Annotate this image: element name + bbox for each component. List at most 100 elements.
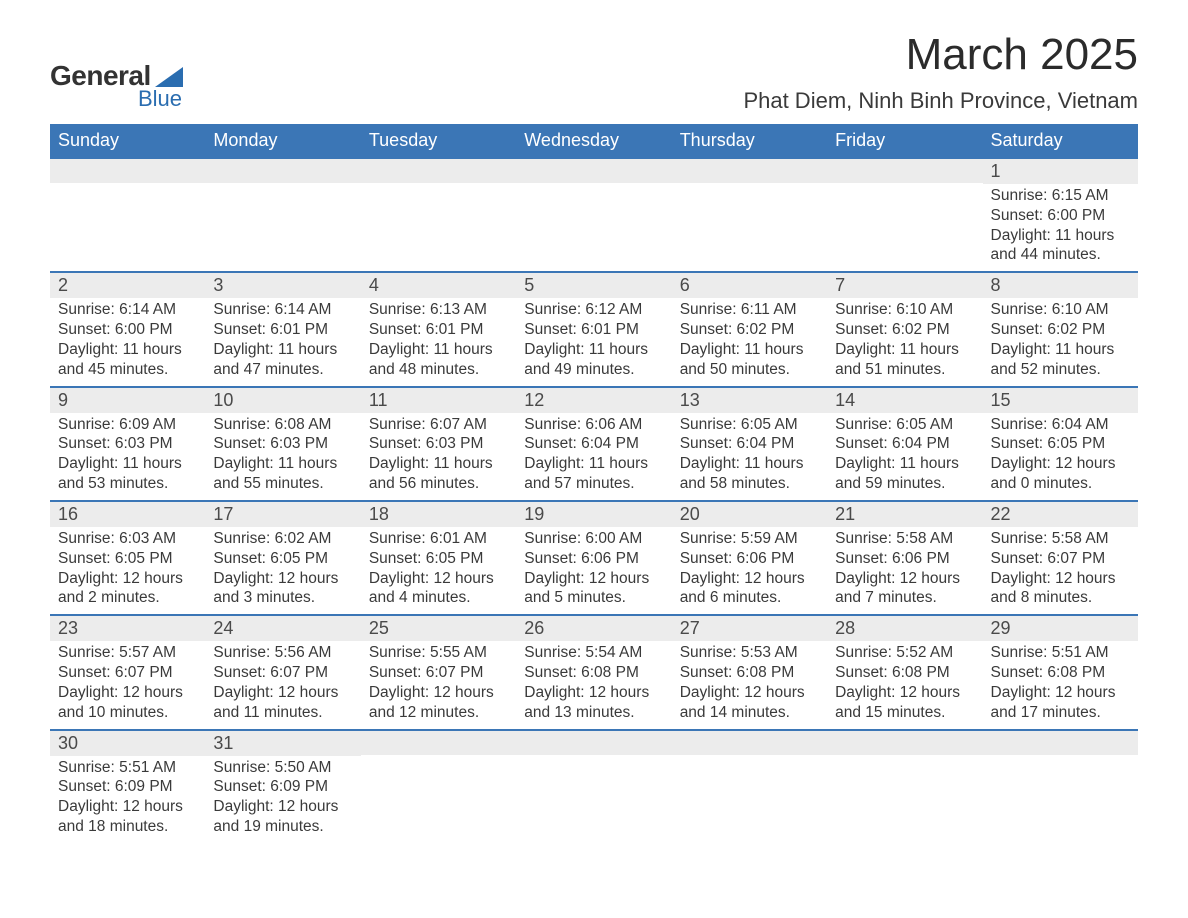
- sunset-text: Sunset: 6:04 PM: [524, 434, 663, 454]
- sunset-text: Sunset: 6:00 PM: [991, 206, 1130, 226]
- calendar-cell: 22Sunrise: 5:58 AMSunset: 6:07 PMDayligh…: [983, 501, 1138, 615]
- calendar-cell: [672, 730, 827, 843]
- calendar-cell: 20Sunrise: 5:59 AMSunset: 6:06 PMDayligh…: [672, 501, 827, 615]
- sunrise-text: Sunrise: 5:56 AM: [213, 643, 352, 663]
- daylight-text: Daylight: 12 hours and 10 minutes.: [58, 683, 197, 723]
- calendar-cell: 2Sunrise: 6:14 AMSunset: 6:00 PMDaylight…: [50, 272, 205, 386]
- calendar-cell: 5Sunrise: 6:12 AMSunset: 6:01 PMDaylight…: [516, 272, 671, 386]
- sunrise-text: Sunrise: 6:10 AM: [835, 300, 974, 320]
- calendar-cell: [516, 158, 671, 272]
- sunset-text: Sunset: 6:01 PM: [369, 320, 508, 340]
- day-number: 18: [361, 502, 516, 527]
- day-details: [361, 755, 516, 825]
- daylight-text: Daylight: 11 hours and 53 minutes.: [58, 454, 197, 494]
- daylight-text: Daylight: 11 hours and 59 minutes.: [835, 454, 974, 494]
- calendar-cell: 23Sunrise: 5:57 AMSunset: 6:07 PMDayligh…: [50, 615, 205, 729]
- sunset-text: Sunset: 6:08 PM: [991, 663, 1130, 683]
- day-number: 21: [827, 502, 982, 527]
- day-number: 4: [361, 273, 516, 298]
- daylight-text: Daylight: 11 hours and 55 minutes.: [213, 454, 352, 494]
- daylight-text: Daylight: 11 hours and 45 minutes.: [58, 340, 197, 380]
- day-number: [205, 159, 360, 183]
- daylight-text: Daylight: 11 hours and 48 minutes.: [369, 340, 508, 380]
- day-details: Sunrise: 6:12 AMSunset: 6:01 PMDaylight:…: [516, 298, 671, 385]
- daylight-text: Daylight: 11 hours and 51 minutes.: [835, 340, 974, 380]
- daylight-text: Daylight: 12 hours and 18 minutes.: [58, 797, 197, 837]
- sunrise-text: Sunrise: 6:07 AM: [369, 415, 508, 435]
- sunrise-text: Sunrise: 6:00 AM: [524, 529, 663, 549]
- calendar-cell: 10Sunrise: 6:08 AMSunset: 6:03 PMDayligh…: [205, 387, 360, 501]
- day-details: Sunrise: 6:10 AMSunset: 6:02 PMDaylight:…: [983, 298, 1138, 385]
- daylight-text: Daylight: 12 hours and 14 minutes.: [680, 683, 819, 723]
- sunset-text: Sunset: 6:08 PM: [524, 663, 663, 683]
- sunrise-text: Sunrise: 5:51 AM: [58, 758, 197, 778]
- sunset-text: Sunset: 6:06 PM: [680, 549, 819, 569]
- day-details: Sunrise: 5:58 AMSunset: 6:07 PMDaylight:…: [983, 527, 1138, 614]
- day-number: 30: [50, 731, 205, 756]
- day-number: [516, 731, 671, 755]
- sunset-text: Sunset: 6:01 PM: [524, 320, 663, 340]
- sunset-text: Sunset: 6:05 PM: [58, 549, 197, 569]
- daylight-text: Daylight: 12 hours and 2 minutes.: [58, 569, 197, 609]
- day-number: [50, 159, 205, 183]
- daylight-text: Daylight: 12 hours and 3 minutes.: [213, 569, 352, 609]
- calendar-cell: 26Sunrise: 5:54 AMSunset: 6:08 PMDayligh…: [516, 615, 671, 729]
- calendar-cell: 9Sunrise: 6:09 AMSunset: 6:03 PMDaylight…: [50, 387, 205, 501]
- sunset-text: Sunset: 6:03 PM: [369, 434, 508, 454]
- day-details: Sunrise: 5:54 AMSunset: 6:08 PMDaylight:…: [516, 641, 671, 728]
- day-number: [983, 731, 1138, 755]
- daylight-text: Daylight: 12 hours and 4 minutes.: [369, 569, 508, 609]
- calendar-cell: 4Sunrise: 6:13 AMSunset: 6:01 PMDaylight…: [361, 272, 516, 386]
- sunset-text: Sunset: 6:08 PM: [680, 663, 819, 683]
- calendar-cell: [672, 158, 827, 272]
- day-number: [672, 731, 827, 755]
- day-number: 24: [205, 616, 360, 641]
- day-number: 6: [672, 273, 827, 298]
- sunset-text: Sunset: 6:02 PM: [991, 320, 1130, 340]
- calendar-week-row: 2Sunrise: 6:14 AMSunset: 6:00 PMDaylight…: [50, 272, 1138, 386]
- logo: General Blue: [50, 60, 183, 112]
- sunrise-text: Sunrise: 6:12 AM: [524, 300, 663, 320]
- day-details: Sunrise: 5:53 AMSunset: 6:08 PMDaylight:…: [672, 641, 827, 728]
- calendar-cell: [983, 730, 1138, 843]
- sunset-text: Sunset: 6:05 PM: [213, 549, 352, 569]
- day-number: 19: [516, 502, 671, 527]
- day-number: 1: [983, 159, 1138, 184]
- day-number: 7: [827, 273, 982, 298]
- sunrise-text: Sunrise: 5:58 AM: [835, 529, 974, 549]
- daylight-text: Daylight: 11 hours and 47 minutes.: [213, 340, 352, 380]
- day-details: [827, 755, 982, 825]
- day-details: [983, 755, 1138, 825]
- sunrise-text: Sunrise: 6:05 AM: [680, 415, 819, 435]
- sunrise-text: Sunrise: 5:53 AM: [680, 643, 819, 663]
- calendar-cell: 25Sunrise: 5:55 AMSunset: 6:07 PMDayligh…: [361, 615, 516, 729]
- calendar-cell: 14Sunrise: 6:05 AMSunset: 6:04 PMDayligh…: [827, 387, 982, 501]
- calendar-week-row: 16Sunrise: 6:03 AMSunset: 6:05 PMDayligh…: [50, 501, 1138, 615]
- calendar-cell: 30Sunrise: 5:51 AMSunset: 6:09 PMDayligh…: [50, 730, 205, 843]
- sunset-text: Sunset: 6:05 PM: [991, 434, 1130, 454]
- day-details: Sunrise: 6:10 AMSunset: 6:02 PMDaylight:…: [827, 298, 982, 385]
- weekday-header: Monday: [205, 124, 360, 158]
- day-number: [361, 731, 516, 755]
- sunrise-text: Sunrise: 5:50 AM: [213, 758, 352, 778]
- calendar-cell: 6Sunrise: 6:11 AMSunset: 6:02 PMDaylight…: [672, 272, 827, 386]
- calendar-cell: [361, 158, 516, 272]
- day-number: 14: [827, 388, 982, 413]
- day-number: 10: [205, 388, 360, 413]
- day-details: Sunrise: 6:03 AMSunset: 6:05 PMDaylight:…: [50, 527, 205, 614]
- day-details: Sunrise: 6:14 AMSunset: 6:01 PMDaylight:…: [205, 298, 360, 385]
- location-subtitle: Phat Diem, Ninh Binh Province, Vietnam: [743, 88, 1138, 114]
- sunrise-text: Sunrise: 6:04 AM: [991, 415, 1130, 435]
- sunset-text: Sunset: 6:03 PM: [58, 434, 197, 454]
- sunset-text: Sunset: 6:09 PM: [58, 777, 197, 797]
- day-details: [50, 183, 205, 253]
- daylight-text: Daylight: 12 hours and 11 minutes.: [213, 683, 352, 723]
- sunrise-text: Sunrise: 5:55 AM: [369, 643, 508, 663]
- header: General Blue March 2025 Phat Diem, Ninh …: [50, 30, 1138, 114]
- sunrise-text: Sunrise: 5:52 AM: [835, 643, 974, 663]
- day-details: Sunrise: 6:05 AMSunset: 6:04 PMDaylight:…: [672, 413, 827, 500]
- calendar-cell: 13Sunrise: 6:05 AMSunset: 6:04 PMDayligh…: [672, 387, 827, 501]
- sunrise-text: Sunrise: 6:01 AM: [369, 529, 508, 549]
- sunrise-text: Sunrise: 6:03 AM: [58, 529, 197, 549]
- day-details: Sunrise: 5:59 AMSunset: 6:06 PMDaylight:…: [672, 527, 827, 614]
